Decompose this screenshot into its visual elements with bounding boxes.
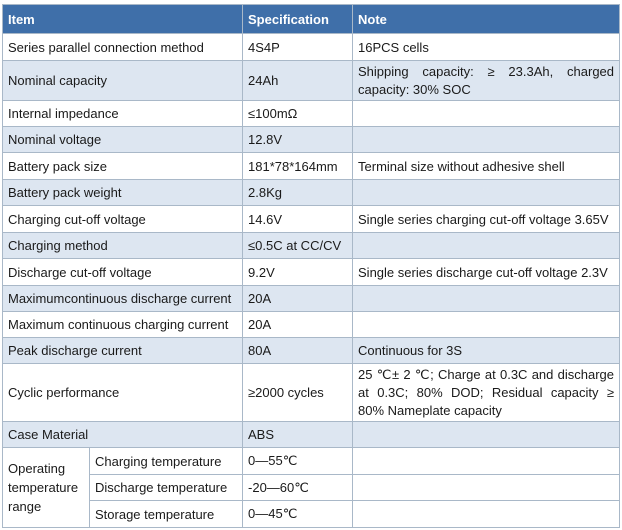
note-cell <box>352 285 621 312</box>
table-row: Nominal capacity 24Ah Shipping capacity:… <box>1 60 621 101</box>
spec-cell: 0—45℃ <box>242 500 354 528</box>
spec-cell: ABS <box>242 421 354 448</box>
table-row: Internal impedance ≤100mΩ <box>1 100 621 127</box>
item-cell: Internal impedance <box>1 100 244 127</box>
item-cell: Nominal capacity <box>1 60 244 101</box>
note-cell: Shipping capacity: ≥ 23.3Ah, charged cap… <box>352 60 621 101</box>
item-cell: Peak discharge current <box>1 337 244 364</box>
note-cell <box>352 421 621 448</box>
header-note: Note <box>352 4 621 34</box>
note-cell <box>352 311 621 338</box>
table-row: Maximum continuous charging current 20A <box>1 311 621 338</box>
header-specification: Specification <box>242 4 354 34</box>
note-cell: Continuous for 3S <box>352 337 621 364</box>
note-cell <box>352 126 621 153</box>
table-row: Discharge cut-off voltage 9.2V Single se… <box>1 258 621 286</box>
table-row: Nominal voltage 12.8V <box>1 126 621 153</box>
temperature-range-label: Operating temperature range <box>2 447 90 528</box>
item-cell: Case Material <box>1 421 244 448</box>
note-cell: 25 ℃± 2 ℃; Charge at 0.3C and discharge … <box>352 363 621 422</box>
spec-cell: 0—55℃ <box>242 447 354 475</box>
spec-cell: 4S4P <box>242 33 354 61</box>
table-row: Series parallel connection method 4S4P 1… <box>1 33 621 61</box>
note-cell <box>352 447 621 475</box>
table-row: Maximumcontinuous discharge current 20A <box>1 285 621 312</box>
item-cell: Maximum continuous charging current <box>1 311 244 338</box>
note-cell: Single series charging cut-off voltage 3… <box>352 205 621 233</box>
table-row: Peak discharge current 80A Continuous fo… <box>1 337 621 364</box>
item-cell: Charging method <box>1 232 244 259</box>
spec-cell: ≤100mΩ <box>242 100 354 127</box>
spec-cell: 80A <box>242 337 354 364</box>
item-cell: Charging cut-off voltage <box>1 205 244 233</box>
table-row: Battery pack size 181*78*164mm Terminal … <box>1 152 621 180</box>
spec-cell: -20—60℃ <box>242 474 354 501</box>
header-item: Item <box>1 4 244 34</box>
battery-spec-table: Item Specification Note Series parallel … <box>1 4 621 528</box>
item-cell: Cyclic performance <box>1 363 244 422</box>
spec-cell: 20A <box>242 285 354 312</box>
note-cell: 16PCS cells <box>352 33 621 61</box>
table-row: Charging method ≤0.5C at CC/CV <box>1 232 621 259</box>
table-row: Storage temperature 0—45℃ <box>3 500 621 528</box>
note-cell: Terminal size without adhesive shell <box>352 152 621 180</box>
temperature-sub-item: Discharge temperature <box>88 474 244 501</box>
item-cell: Series parallel connection method <box>1 33 244 61</box>
note-cell: Single series discharge cut-off voltage … <box>352 258 621 286</box>
note-cell <box>352 474 621 501</box>
spec-cell: 20A <box>242 311 354 338</box>
table-row: Charging cut-off voltage 14.6V Single se… <box>1 205 621 233</box>
spec-cell: 14.6V <box>242 205 354 233</box>
spec-cell: 9.2V <box>242 258 354 286</box>
table-row: Cyclic performance ≥2000 cycles 25 ℃± 2 … <box>1 363 621 422</box>
spec-cell: 181*78*164mm <box>242 152 354 180</box>
note-cell <box>352 179 621 206</box>
note-cell <box>352 100 621 127</box>
table-row: Discharge temperature -20—60℃ <box>3 474 621 501</box>
spec-cell: ≥2000 cycles <box>242 363 354 422</box>
item-cell: Nominal voltage <box>1 126 244 153</box>
item-cell: Discharge cut-off voltage <box>1 258 244 286</box>
table-row: Operating temperature range Charging tem… <box>2 447 621 528</box>
table-row: Case Material ABS <box>1 421 621 448</box>
item-cell: Battery pack weight <box>1 179 244 206</box>
temperature-sub-item: Charging temperature <box>88 447 244 475</box>
spec-cell: 2.8Kg <box>242 179 354 206</box>
table-row: Battery pack weight 2.8Kg <box>1 179 621 206</box>
item-cell: Battery pack size <box>1 152 244 180</box>
spec-cell: ≤0.5C at CC/CV <box>242 232 354 259</box>
note-cell <box>352 500 621 528</box>
spec-cell: 12.8V <box>242 126 354 153</box>
spec-cell: 24Ah <box>242 60 354 101</box>
table-header-row: Item Specification Note <box>1 4 621 34</box>
note-cell <box>352 232 621 259</box>
item-cell: Maximumcontinuous discharge current <box>1 285 244 312</box>
temperature-sub-item: Storage temperature <box>88 500 244 528</box>
